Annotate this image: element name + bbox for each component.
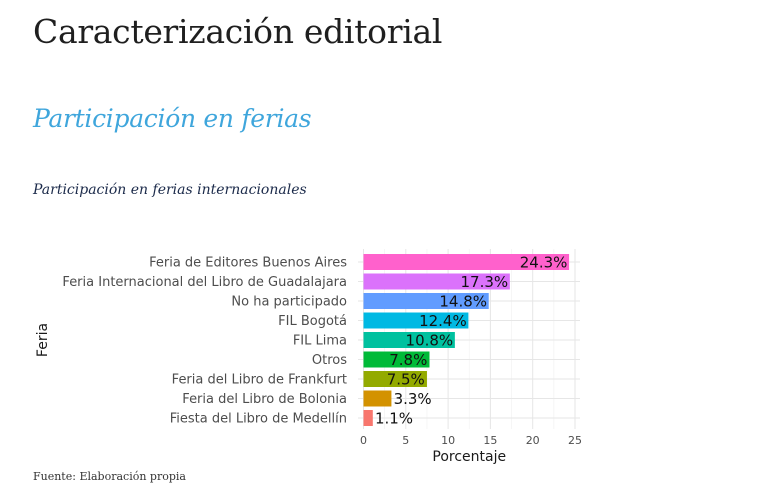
bar [363, 390, 392, 407]
data-label: 3.3% [394, 390, 432, 408]
bar [363, 293, 489, 309]
data-label: 24.3% [520, 254, 568, 272]
data-label: 17.3% [461, 273, 509, 291]
section-title: Participación en ferias [33, 104, 312, 133]
bar [363, 273, 510, 290]
category-label: FIL Bogotá [278, 314, 347, 329]
category-label: Otros [312, 353, 347, 368]
x-tick-label: 5 [402, 434, 409, 447]
category-label: Feria Internacional del Libro de Guadala… [62, 275, 347, 290]
bar [363, 332, 455, 348]
data-label: 7.8% [389, 351, 427, 369]
bar [363, 371, 427, 387]
data-label: 10.8% [406, 332, 454, 350]
category-label: Feria del Libro de Bolonia [182, 392, 347, 407]
x-tick-label: 0 [360, 434, 367, 447]
data-label: 14.8% [439, 293, 487, 311]
data-label: 7.5% [387, 371, 425, 389]
page-title: Caracterización editorial [33, 12, 443, 51]
data-label: 12.4% [419, 312, 467, 330]
category-label: Feria de Editores Buenos Aires [149, 256, 347, 271]
x-tick-label: 20 [526, 434, 540, 447]
data-label: 1.1% [375, 410, 413, 428]
category-label: Feria del Libro de Frankfurt [172, 373, 347, 388]
chart-heading: Participación en ferias internacionales [33, 182, 307, 198]
x-tick-label: 10 [441, 434, 455, 447]
bar [363, 351, 430, 368]
category-label: Fiesta del Libro de Medellín [170, 412, 347, 427]
bar [363, 254, 570, 270]
x-tick-label: 15 [483, 434, 497, 447]
bar [363, 312, 469, 329]
x-tick-label: 25 [568, 434, 582, 447]
category-label: No ha participado [231, 295, 347, 310]
x-axis-title: Porcentaje [432, 449, 506, 465]
category-label: FIL Lima [293, 334, 347, 349]
y-axis-title: Feria [35, 323, 51, 357]
bar [363, 410, 373, 426]
source-note: Fuente: Elaboración propia [33, 470, 186, 483]
